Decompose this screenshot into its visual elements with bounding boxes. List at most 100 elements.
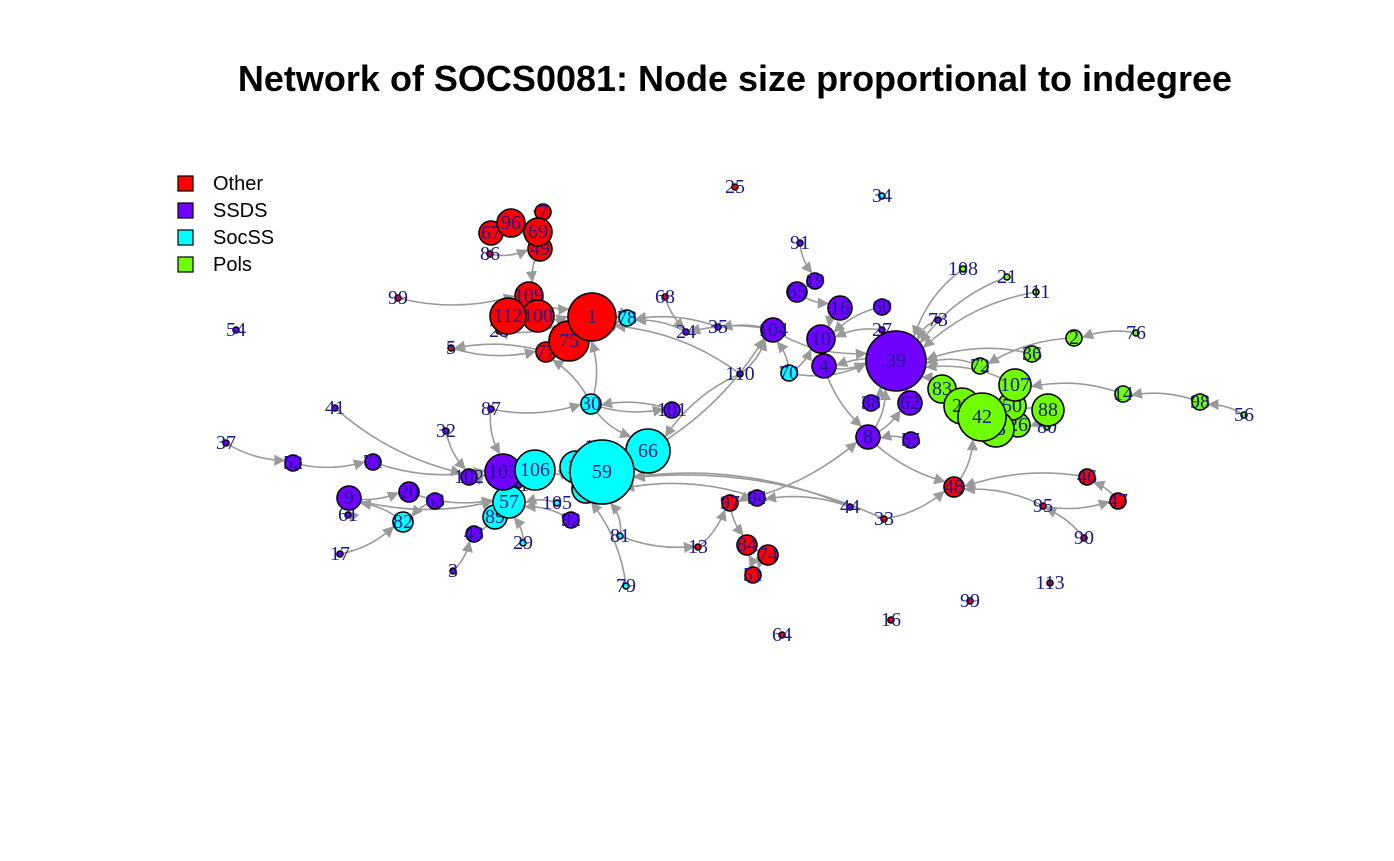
- node-46: 46: [1077, 466, 1097, 488]
- node-72: 72: [970, 355, 990, 377]
- edge-87-to-103: [489, 408, 501, 455]
- node-59: 59: [569, 439, 635, 505]
- node-circle-38: [862, 394, 880, 412]
- edge-37-to-52: [225, 442, 286, 466]
- node-circle-61: [344, 511, 352, 519]
- node-circle-107: [998, 368, 1032, 402]
- node-circle-9: [336, 485, 362, 511]
- node-74: 74: [757, 544, 779, 566]
- node-63: 63: [425, 490, 445, 512]
- node-circle-68: [661, 293, 669, 301]
- node-8: 8: [855, 424, 881, 450]
- node-99: 99: [388, 287, 408, 309]
- node-circle-3: [449, 567, 457, 575]
- node-37: 37: [216, 432, 236, 454]
- legend-label-other: Other: [213, 173, 263, 195]
- node-circle-82: [392, 511, 414, 533]
- node-107: 107: [998, 368, 1032, 402]
- node-circle-13: [694, 543, 702, 551]
- node-24: 24: [676, 321, 696, 343]
- node-label-87: 87: [481, 398, 501, 420]
- edge-5-to-77: [450, 347, 537, 360]
- node-104: 104: [758, 317, 788, 343]
- node-label-29: 29: [513, 532, 533, 554]
- node-label-91: 91: [790, 232, 810, 254]
- node-circle-98: [1191, 393, 1209, 411]
- node-label-75: 75: [559, 330, 579, 352]
- node-2: 2: [1065, 327, 1083, 349]
- node-label-96: 96: [501, 212, 521, 234]
- node-circle-56: [1240, 411, 1248, 419]
- node-label-99b: 99: [960, 590, 980, 612]
- node-circle-69: [523, 217, 553, 247]
- node-circle-5: [447, 344, 455, 352]
- node-78: 78: [617, 307, 637, 329]
- node-label-76: 76: [1126, 322, 1146, 344]
- node-44: 44: [840, 496, 860, 518]
- node-17: 17: [330, 543, 350, 565]
- node-circle-41: [331, 404, 339, 412]
- node-label-95: 95: [1033, 495, 1053, 517]
- node-circle-73: [934, 316, 942, 324]
- node-label-73: 73: [928, 309, 948, 331]
- node-label-44: 44: [840, 496, 860, 518]
- node-label-47: 47: [1108, 490, 1128, 512]
- node-label-111: 111: [1022, 281, 1051, 303]
- node-circle-79: [622, 582, 630, 590]
- edge-95-to-47: [1042, 499, 1111, 511]
- node-label-60: 60: [872, 296, 892, 318]
- node-circle-97: [721, 494, 739, 512]
- edge-95-to-48: [963, 483, 1044, 507]
- node-circle-99b: [966, 597, 974, 605]
- node-label-25: 25: [725, 176, 745, 198]
- node-circle-90: [1080, 534, 1088, 542]
- edge-33-to-48: [883, 490, 945, 520]
- node-label-59: 59: [592, 461, 612, 483]
- node-102: 102: [454, 466, 484, 488]
- node-14: 14: [1113, 383, 1133, 405]
- node-label-105: 105: [542, 492, 572, 514]
- legend-label-pols: Pols: [213, 254, 252, 276]
- node-label-79: 79: [616, 575, 636, 597]
- node-97: 97: [720, 492, 740, 514]
- node-30: 30: [580, 393, 602, 415]
- node-64: 64: [772, 624, 792, 646]
- node-label-102: 102: [454, 466, 484, 488]
- node-86: 86: [480, 243, 500, 265]
- node-label-62: 62: [900, 392, 920, 414]
- node-circle-43: [465, 525, 483, 543]
- edge-27-to-10: [834, 327, 883, 338]
- node-label-41: 41: [325, 397, 345, 419]
- edge-77-to-5: [453, 340, 547, 353]
- node-label-21: 21: [997, 266, 1017, 288]
- node-label-51: 51: [743, 564, 763, 586]
- node-label-24: 24: [676, 321, 696, 343]
- node-circle-78: [618, 309, 636, 327]
- legend: Other SSDS SocSS Pols: [177, 173, 274, 276]
- node-label-110: 110: [725, 363, 754, 385]
- node-label-54: 54: [226, 319, 246, 341]
- node-9: 9: [336, 485, 362, 511]
- node-label-32: 32: [436, 420, 456, 442]
- nodes-layer: 8628259955468243534912711073108211117680…: [216, 176, 1254, 646]
- node-circle-16b: [887, 616, 895, 624]
- node-label-52: 52: [283, 452, 303, 474]
- node-label-88: 88: [1038, 399, 1058, 421]
- node-21: 21: [997, 266, 1017, 288]
- node-16: 16: [827, 295, 853, 321]
- node-label-104: 104: [758, 319, 788, 341]
- node-label-83: 83: [932, 378, 952, 400]
- node-label-94: 94: [747, 487, 767, 509]
- node-circle-48: [943, 476, 965, 498]
- node-label-74: 74: [758, 544, 778, 566]
- node-106: 106: [514, 449, 556, 491]
- node-88: 88: [1031, 393, 1065, 427]
- node-70: 70: [779, 362, 799, 384]
- node-39: 39: [865, 330, 927, 392]
- node-circle-21: [1003, 273, 1011, 281]
- node-circle-105: [553, 499, 561, 507]
- node-54: 54: [226, 319, 246, 341]
- edge-87-to-30: [490, 402, 582, 414]
- node-32: 32: [436, 420, 456, 442]
